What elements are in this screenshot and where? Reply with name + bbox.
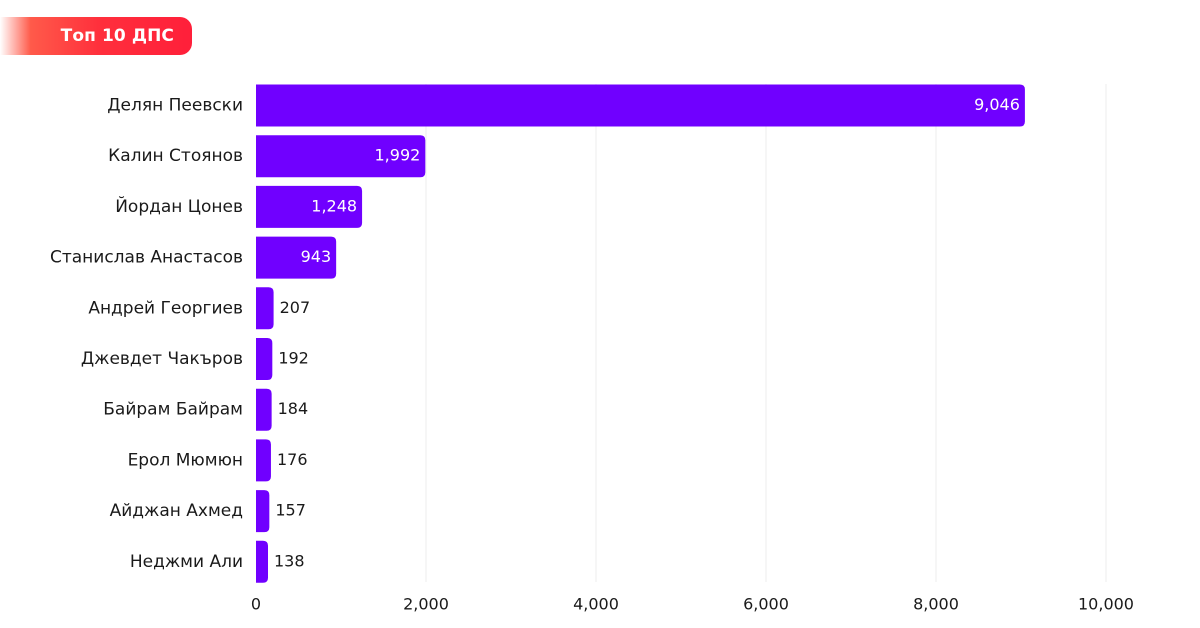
bar: [256, 84, 1025, 127]
category-label: Калин Стоянов: [108, 146, 243, 166]
x-tick-label: 4,000: [573, 595, 619, 614]
category-label: Байрам Байрам: [103, 400, 243, 420]
bar: [256, 540, 268, 583]
x-tick-label: 6,000: [743, 595, 789, 614]
bar: [256, 287, 274, 330]
value-label: 207: [280, 298, 311, 317]
bar: [256, 236, 337, 279]
x-tick-label: 10,000: [1078, 595, 1134, 614]
bar: [256, 338, 273, 380]
value-label: 943: [301, 247, 332, 266]
category-label: Делян Пеевски: [107, 96, 243, 116]
x-axis-ticks: 0 2,000 4,000 6,000 8,000 10,000: [251, 595, 1134, 614]
value-labels: 9,046 1,992 1,248 943 207 192 184 176 157 138: [274, 95, 1020, 570]
category-label: Джевдет Чакъров: [81, 349, 243, 369]
gridlines: [425, 84, 1107, 582]
x-tick-label: 0: [251, 595, 261, 614]
value-label: 1,992: [375, 146, 421, 165]
bar: [256, 135, 426, 178]
bar: [256, 388, 272, 431]
x-tick-label: 2,000: [403, 595, 449, 614]
category-label: Йордан Цонев: [115, 195, 243, 217]
category-label: Ерол Мюмюн: [128, 450, 243, 470]
category-label: Станислав Анастасов: [50, 248, 243, 268]
chart-title: Топ 10 ДПС: [60, 26, 174, 46]
value-label: 176: [277, 450, 308, 469]
title-badge: Топ 10 ДПС: [0, 17, 192, 55]
value-label: 9,046: [974, 95, 1020, 114]
bars: [256, 84, 1025, 583]
bar: [256, 185, 363, 228]
x-tick-label: 8,000: [913, 595, 959, 614]
category-label: Айджан Ахмед: [110, 501, 243, 521]
value-label: 192: [278, 349, 309, 368]
bar: [256, 439, 271, 482]
value-label: 138: [274, 551, 305, 570]
bar: [256, 490, 270, 533]
category-label: Андрей Георгиев: [88, 298, 243, 318]
category-label: Неджми Али: [130, 552, 243, 572]
value-label: 157: [275, 501, 306, 520]
category-labels: Делян Пеевски Калин Стоянов Йордан Цонев Ст…: [50, 96, 243, 572]
value-label: 184: [278, 399, 309, 418]
value-label: 1,248: [311, 196, 357, 215]
